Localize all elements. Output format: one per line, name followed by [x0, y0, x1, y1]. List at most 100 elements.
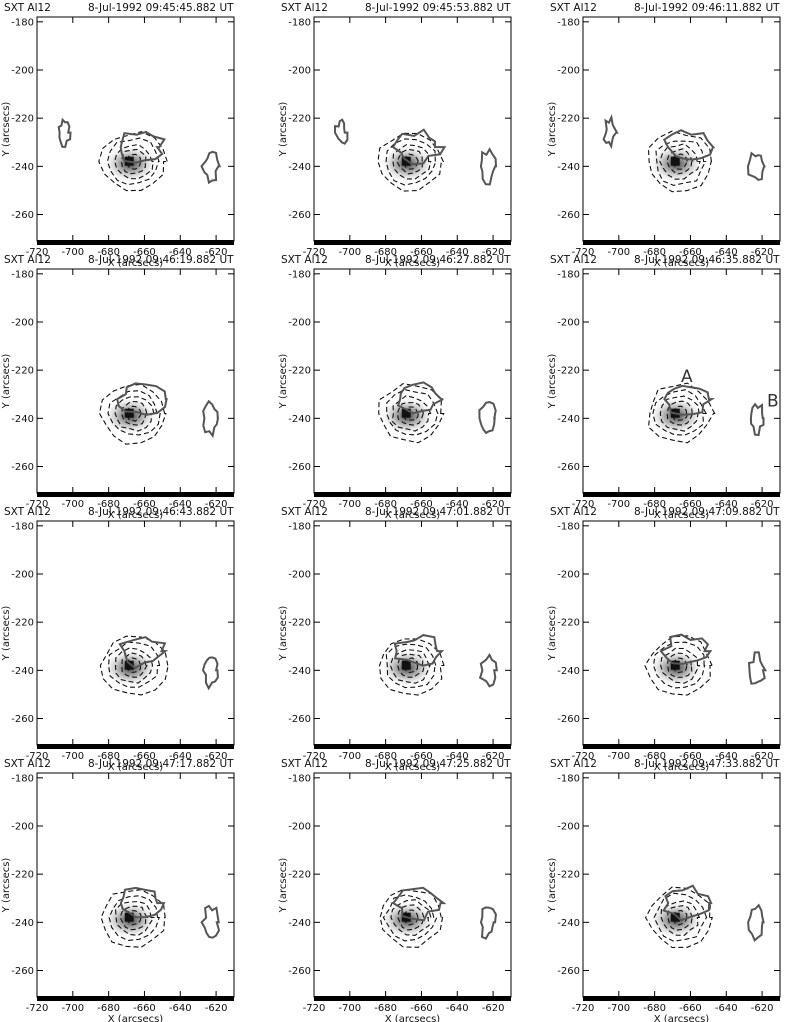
panel-plot: SXT Al12 8-Jul-1992 09:46:19.882 UT -720 -7…	[1, 254, 235, 521]
y-tick-label: -180	[288, 521, 311, 532]
panel-plot: SXT Al12 8-Jul-1992 09:45:53.882 UT -720 -7…	[278, 2, 512, 269]
x-tick-label: -640	[715, 247, 738, 258]
solid-contours	[57, 117, 222, 185]
x-axis-label: X (arcsecs)	[385, 258, 441, 269]
dashed-contour	[98, 383, 167, 445]
x-tick-label: -700	[61, 499, 84, 510]
y-tick-label: -240	[11, 162, 34, 173]
dashed-contour	[126, 153, 142, 170]
dashed-contours	[98, 131, 168, 192]
solid-contour	[119, 886, 166, 919]
y-tick-label: -240	[557, 918, 580, 929]
solid-contours	[334, 118, 498, 186]
y-tick-label: -220	[557, 114, 580, 125]
dashed-contours	[378, 383, 445, 444]
sxt-kernel	[401, 660, 411, 670]
x-axis-label: X (arcsecs)	[654, 762, 710, 773]
solid-contour	[201, 656, 219, 691]
y-tick-label: -200	[11, 821, 34, 832]
x-tick-label: -640	[446, 1003, 469, 1014]
y-tick-label: -180	[288, 17, 311, 28]
panel-instrument: SXT Al12	[281, 758, 328, 770]
panel-timestamp: 8-Jul-1992 09:46:27.882 UT	[365, 254, 511, 266]
y-tick-label: -220	[11, 618, 34, 629]
panel-timestamp: 8-Jul-1992 09:46:35.882 UT	[634, 254, 780, 266]
x-tick-label: -620	[751, 499, 774, 510]
y-tick-label: -240	[288, 414, 311, 425]
y-tick-label: -260	[557, 714, 580, 725]
y-tick-label: -180	[557, 17, 580, 28]
solid-contour	[479, 147, 498, 186]
figure-panel: SXT Al12 8-Jul-1992 09:46:11.882 UT -720 -7…	[546, 0, 808, 269]
y-tick-label: -220	[11, 366, 34, 377]
y-tick-label: -260	[11, 462, 34, 473]
x-tick-label: -660	[133, 1003, 156, 1014]
x-axis-bar	[583, 492, 780, 497]
dashed-contours	[378, 638, 445, 696]
y-tick-label: -220	[557, 618, 580, 629]
x-tick-label: -680	[97, 1003, 120, 1014]
x-tick-label: -700	[607, 247, 630, 258]
dashed-contour	[652, 389, 708, 436]
dashed-contours	[98, 383, 167, 445]
y-tick-label: -240	[11, 666, 34, 677]
panel-plot: SXT Al12 8-Jul-1992 09:46:11.882 UT -720 -7…	[547, 2, 781, 269]
x-tick-label: -640	[169, 751, 192, 762]
y-tick-label: -200	[288, 65, 311, 76]
dashed-contour	[402, 153, 420, 170]
x-axis-label: X (arcsecs)	[654, 1014, 710, 1022]
solid-contour	[396, 381, 444, 415]
y-tick-label: -260	[288, 210, 311, 221]
sxt-kernel	[124, 660, 134, 670]
y-axis-label: Y (arcsecs)	[547, 102, 558, 158]
y-axis-label: Y (arcsecs)	[1, 354, 12, 410]
figure-panel: SXT Al12 8-Jul-1992 09:46:43.882 UT -720 -7…	[0, 504, 268, 773]
solid-contour	[391, 128, 447, 166]
y-axis-label: Y (arcsecs)	[547, 606, 558, 662]
dashed-contour	[397, 904, 425, 931]
plot-frame	[36, 520, 235, 746]
y-tick-label: -180	[11, 773, 34, 784]
dashed-contours	[644, 886, 713, 949]
dashed-contour	[660, 647, 701, 684]
panel-instrument: SXT Al12	[281, 254, 328, 266]
x-tick-label: -680	[643, 499, 666, 510]
panel-instrument: SXT Al12	[550, 254, 597, 266]
panel-timestamp: 8-Jul-1992 09:46:11.882 UT	[634, 2, 780, 14]
plot-frame	[582, 520, 781, 746]
x-tick-label: -620	[205, 751, 228, 762]
dashed-contour	[659, 143, 701, 180]
y-tick-label: -220	[288, 618, 311, 629]
solid-contour	[659, 633, 713, 665]
x-tick-label: -640	[715, 1003, 738, 1014]
y-axis-label: Y (arcsecs)	[278, 606, 289, 662]
x-tick-label: -660	[133, 499, 156, 510]
solid-contour	[602, 113, 619, 150]
solid-contour	[749, 402, 765, 437]
figure-panel: SXT Al12 8-Jul-1992 09:46:35.882 UT -720 -7…	[546, 252, 808, 521]
figure-panel: SXT Al12 8-Jul-1992 09:46:27.882 UT -720 -7…	[277, 252, 545, 521]
panel-timestamp: 8-Jul-1992 09:45:53.882 UT	[365, 2, 511, 14]
x-tick-label: -620	[482, 1003, 505, 1014]
x-tick-label: -700	[607, 1003, 630, 1014]
dashed-contour	[121, 652, 148, 678]
dashed-contour	[385, 643, 437, 689]
figure-panel: SXT Al12 8-Jul-1992 09:47:17.882 UT -720 -7…	[0, 756, 268, 1022]
dashed-contour	[378, 383, 445, 444]
x-tick-label: -620	[751, 247, 774, 258]
x-axis-bar	[583, 240, 780, 245]
figure-panel: SXT Al12 8-Jul-1992 09:47:33.882 UT -720 -7…	[546, 756, 808, 1022]
panel-timestamp: 8-Jul-1992 09:46:19.882 UT	[88, 254, 234, 266]
dashed-contour	[403, 909, 419, 926]
x-tick-label: -680	[374, 1003, 397, 1014]
x-tick-label: -660	[679, 247, 702, 258]
solid-contour	[119, 130, 166, 164]
x-axis-bar	[37, 240, 234, 245]
x-tick-label: -720	[26, 247, 49, 258]
solid-contour	[200, 150, 222, 185]
y-axis-label: Y (arcsecs)	[278, 354, 289, 410]
figure-panel: SXT Al12 8-Jul-1992 09:46:19.882 UT -720 -7…	[0, 252, 268, 521]
y-tick-label: -180	[557, 269, 580, 280]
dashed-contour	[672, 909, 689, 926]
dashed-contour	[126, 405, 143, 422]
